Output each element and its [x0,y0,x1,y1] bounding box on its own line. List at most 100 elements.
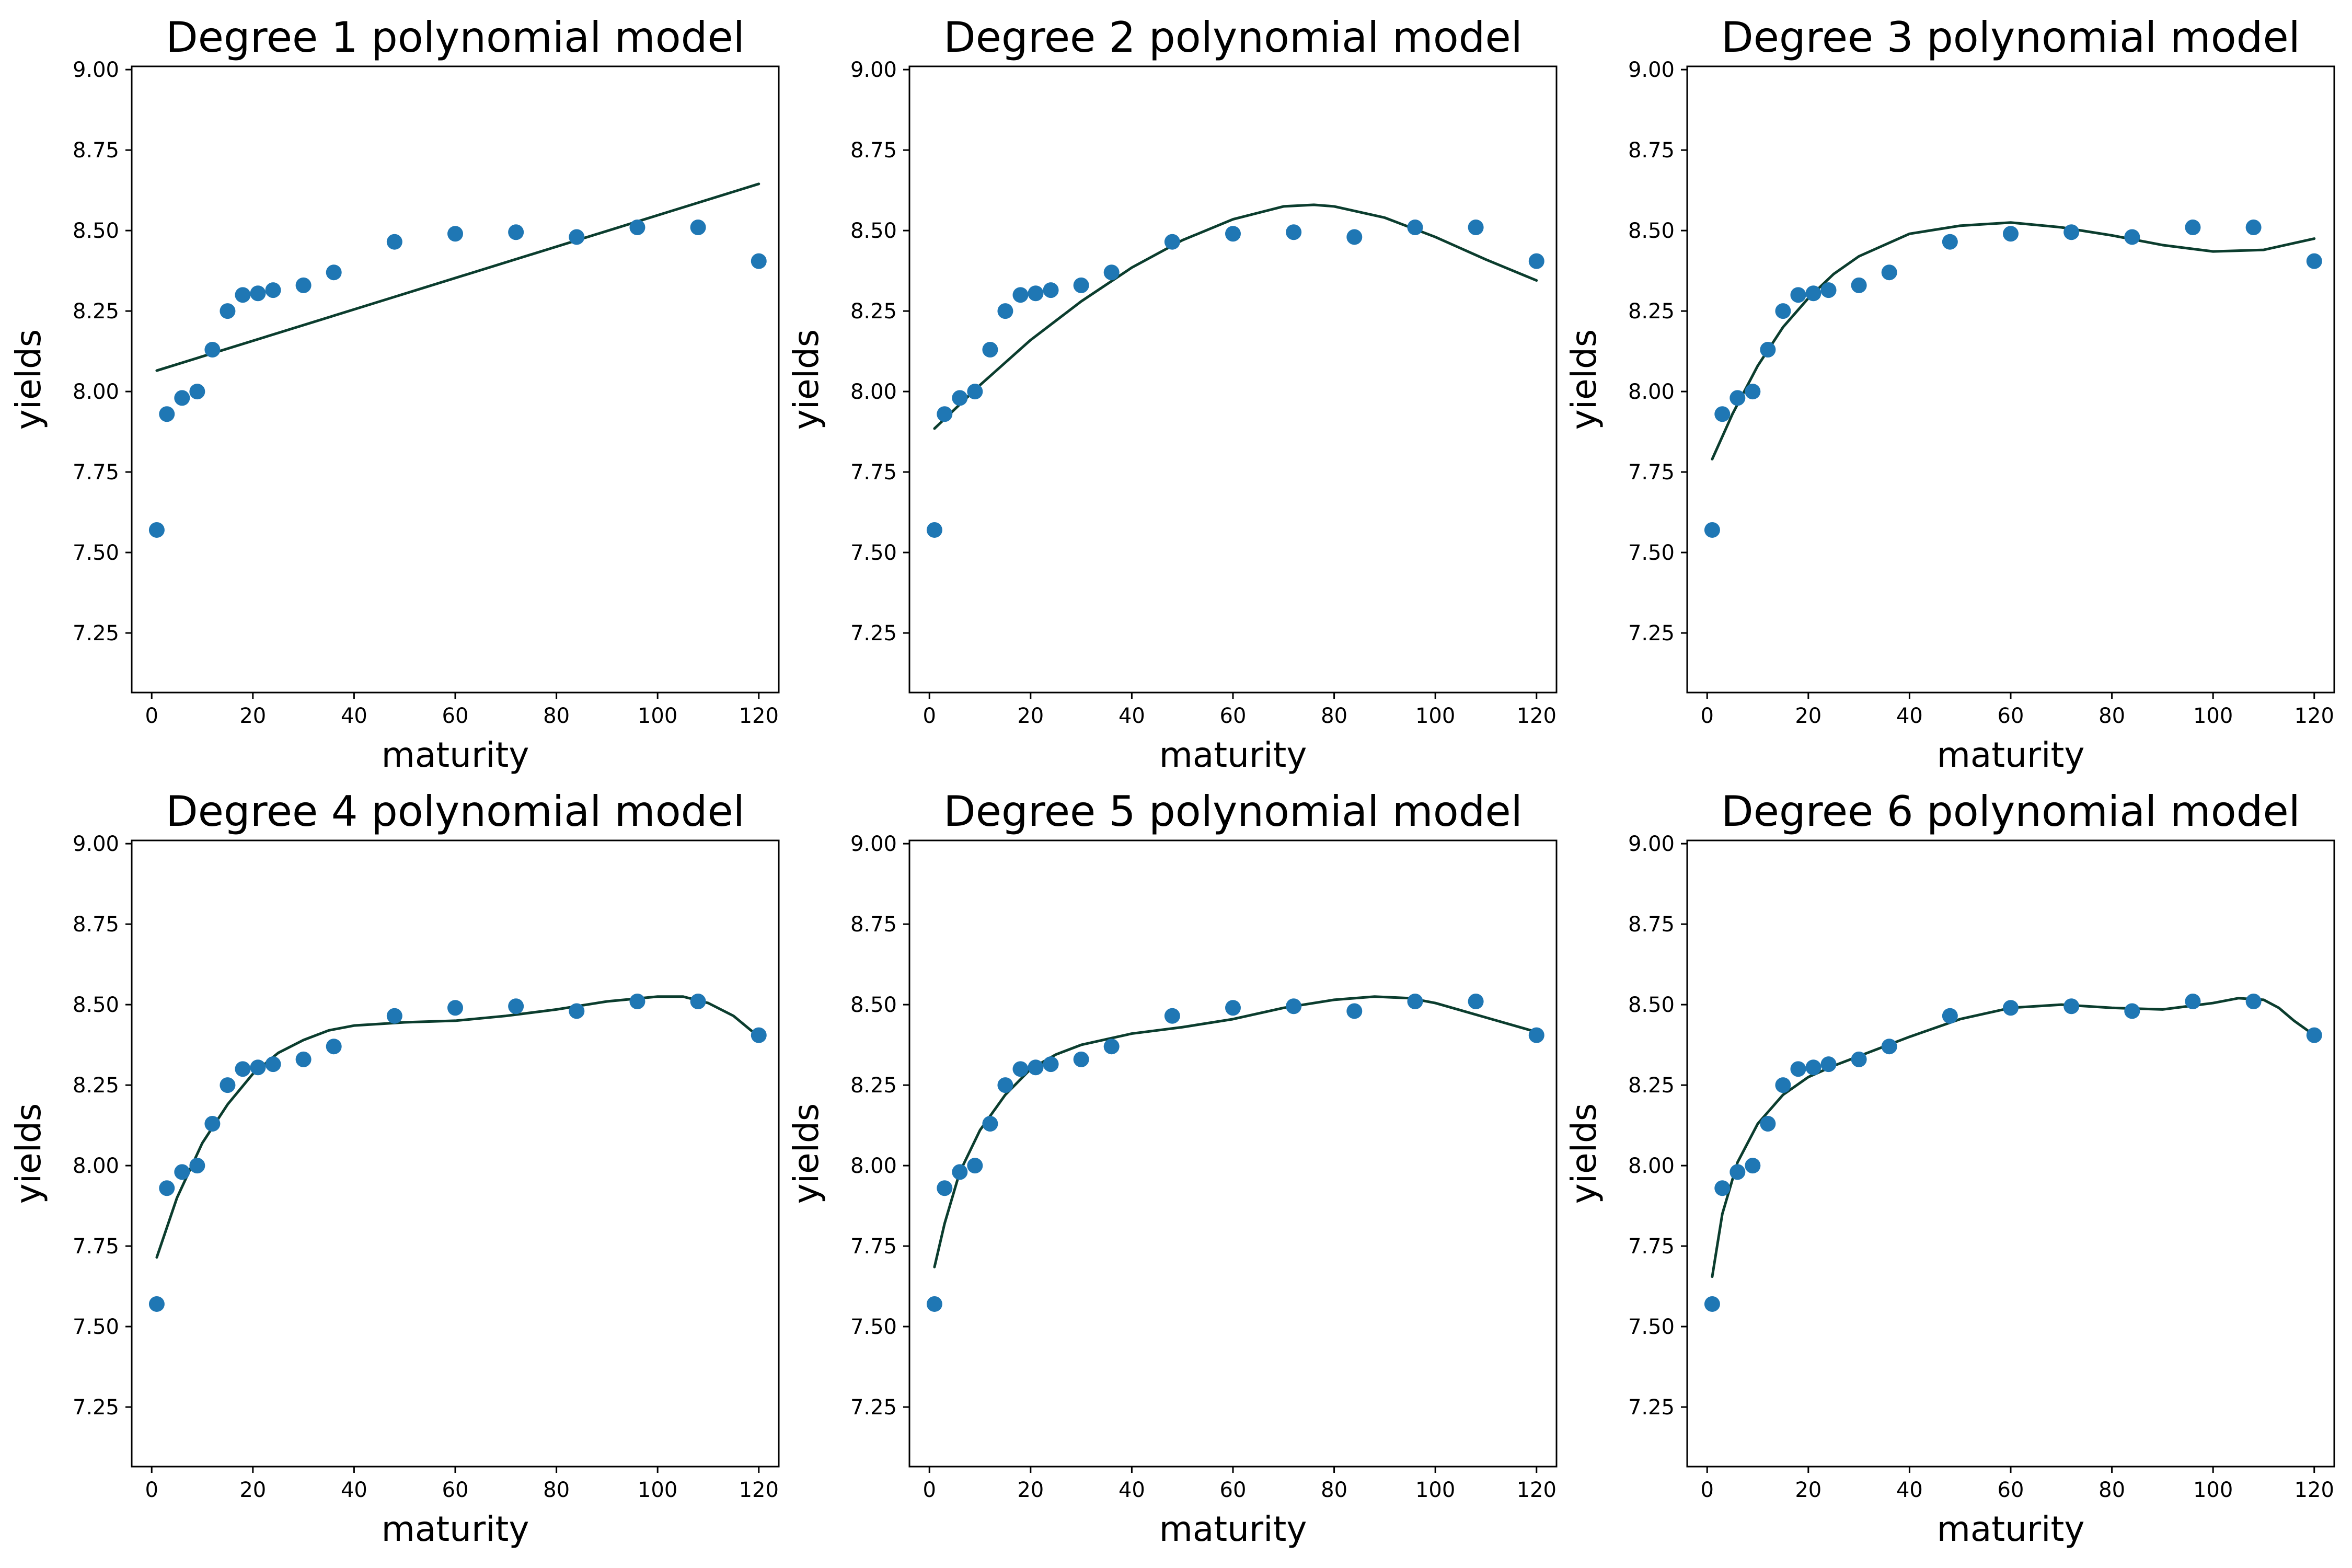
data-point [1043,282,1059,298]
data-point [1881,1039,1897,1055]
y-tick-label: 7.75 [1628,460,1675,485]
y-tick-label: 7.75 [1628,1235,1675,1259]
data-point [1103,264,1120,281]
x-tick-label: 20 [1795,1478,1821,1502]
data-point [1073,277,1089,293]
subplot-3: Degree 3 polynomial model 0 20 40 60 80 100 120… [1564,13,2335,775]
fit-line [155,995,760,1259]
data-point [1820,282,1837,298]
x-tick-label: 100 [1415,704,1455,728]
y-tick-label: 9.00 [850,832,897,856]
x-tick-label: 40 [1119,704,1145,728]
y-tick-label: 8.50 [850,219,897,243]
y-tick-label: 8.75 [850,913,897,937]
y-tick-label: 9.00 [850,58,897,82]
y-tick-label: 7.75 [73,460,119,485]
y-tick-label: 7.25 [1628,1396,1675,1420]
x-tick-label: 100 [638,1478,677,1502]
data-point [1164,1008,1180,1024]
data-point [926,522,942,538]
y-tick-label: 7.25 [850,621,897,645]
subplot-5: Degree 5 polynomial model 0 20 40 60 80 100 120… [786,787,1558,1549]
y-axis-label: yields [786,329,826,430]
x-tick-label: 100 [638,704,677,728]
data-point [220,1077,236,1093]
x-axis-label: maturity [1937,1509,2085,1549]
subplot-6: Degree 6 polynomial model 0 20 40 60 80 100 120… [1564,787,2335,1549]
data-point [1028,285,1044,302]
y-tick-label: 7.75 [73,1235,119,1259]
y-axis-label: yields [8,1103,49,1204]
data-point [235,287,251,303]
data-point [1043,1056,1059,1073]
data-point [1528,1027,1544,1043]
data-point [1407,993,1423,1009]
data-point [982,1116,998,1132]
data-point [2306,253,2322,269]
data-point [937,406,953,422]
y-tick-label: 8.75 [73,139,119,163]
x-tick-label: 0 [145,1478,158,1502]
data-point [952,1164,968,1180]
subplot-grid: Degree 1 polynomial model 0 20 40 60 80 100 120… [8,13,2335,1549]
y-tick-label: 7.50 [850,541,897,565]
data-point [1730,390,1746,406]
subplot-2: Degree 2 polynomial model 0 20 40 60 80 100 120… [786,13,1558,775]
data-point [1851,1051,1867,1067]
x-tick-label: 20 [239,704,266,728]
plot-area [1704,993,2322,1312]
data-point [1704,522,1720,538]
data-point [926,1296,942,1312]
data-point [326,1039,342,1055]
subplot-4: Degree 4 polynomial model 0 20 40 60 80 100 120… [8,787,780,1549]
data-point [1805,1059,1821,1076]
data-point [2063,998,2080,1014]
x-axis-label: maturity [382,1509,529,1549]
data-point [1942,234,1958,250]
x-tick-label: 120 [739,704,779,728]
plot-area [148,993,767,1312]
x-tick-label: 120 [739,1478,779,1502]
x-tick-label: 80 [1321,704,1347,728]
y-tick-label: 8.00 [850,380,897,404]
y-tick-label: 7.50 [1628,1315,1675,1339]
x-tick-label: 120 [2295,704,2334,728]
data-point [982,342,998,358]
plot-area [1704,219,2322,538]
x-tick-label: 60 [442,1478,469,1502]
data-point [1745,1158,1761,1174]
data-point [690,993,706,1009]
x-axis-label: maturity [1937,735,2085,775]
x-tick-label: 40 [1896,1478,1923,1502]
y-axis-label: yields [1564,329,1604,430]
y-tick-label: 7.75 [850,1235,897,1259]
y-tick-label: 7.75 [850,460,897,485]
y-tick-label: 8.00 [73,1154,119,1178]
data-point [1164,234,1180,250]
data-point [326,264,342,281]
y-tick-label: 7.25 [73,621,119,645]
y-tick-label: 8.75 [1628,913,1675,937]
data-point [1942,1008,1958,1024]
x-tick-label: 60 [442,704,469,728]
y-axis-label: yields [8,329,49,430]
data-point [447,226,463,242]
y-tick-label: 8.25 [1628,1074,1675,1098]
y-tick-label: 8.25 [850,299,897,324]
y-tick-label: 7.50 [850,1315,897,1339]
x-tick-label: 80 [2099,1478,2125,1502]
x-tick-label: 20 [1017,704,1044,728]
data-point [148,522,165,538]
data-point [1805,285,1821,302]
data-point [967,384,983,400]
x-tick-label: 0 [1701,1478,1714,1502]
data-point [1346,229,1363,245]
x-tick-label: 100 [2193,1478,2233,1502]
data-point [2003,1000,2019,1016]
x-tick-label: 0 [923,704,936,728]
data-point [1012,287,1029,303]
data-point [159,406,175,422]
data-point [690,219,706,235]
